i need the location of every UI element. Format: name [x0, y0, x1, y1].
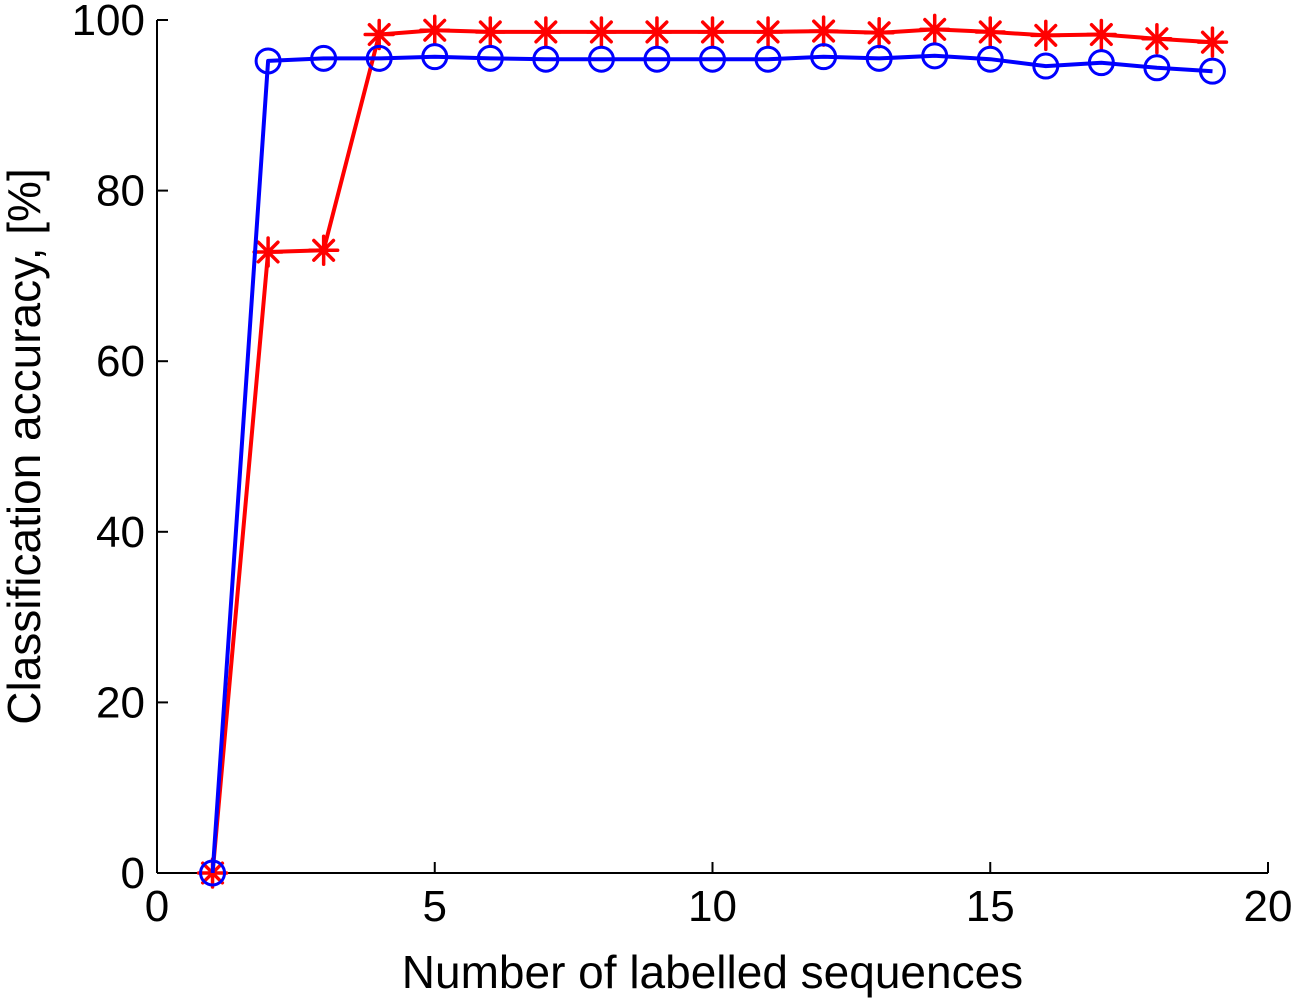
y-tick-label: 80 — [96, 167, 145, 216]
data-point — [754, 45, 782, 73]
data-point — [643, 45, 671, 73]
data-point — [696, 16, 729, 48]
data-point — [1085, 18, 1118, 51]
data-point — [1030, 19, 1062, 52]
data-point — [310, 44, 338, 72]
series-1 — [196, 13, 1229, 889]
y-tick-label: 40 — [96, 508, 145, 557]
data-point — [976, 45, 1004, 73]
data-point — [752, 16, 784, 48]
data-point — [918, 13, 951, 46]
y-axis-label: Classification accuracy, [%] — [0, 168, 50, 724]
data-point — [807, 15, 840, 47]
x-tick-label: 15 — [966, 882, 1015, 931]
data-point — [1198, 57, 1226, 85]
data-point — [1141, 23, 1173, 55]
data-point — [199, 859, 227, 887]
y-tick-label: 60 — [96, 337, 145, 386]
data-point — [1032, 52, 1060, 80]
data-point — [476, 44, 504, 72]
data-point — [365, 44, 393, 72]
data-point — [641, 16, 673, 48]
x-tick-label: 10 — [688, 882, 737, 931]
data-point — [810, 43, 838, 71]
data-point — [254, 47, 282, 75]
data-point — [585, 16, 618, 48]
data-point — [863, 17, 895, 49]
data-point — [419, 14, 451, 46]
data-point — [921, 42, 949, 70]
x-tick-label: 0 — [145, 882, 169, 931]
data-point — [530, 16, 562, 48]
data-point — [865, 44, 893, 72]
y-tick-label: 20 — [96, 678, 145, 727]
axes — [156, 19, 1269, 874]
y-tick-label: 0 — [121, 849, 145, 898]
data-point — [1196, 26, 1229, 58]
series-2 — [199, 42, 1226, 887]
y-tick-label: 100 — [72, 0, 145, 45]
data-point — [252, 236, 284, 268]
tick-labels: 0 5 10 15 20 0 20 40 60 80 100 — [72, 0, 1293, 931]
data-point — [307, 234, 340, 267]
x-tick-label: 20 — [1244, 882, 1293, 931]
data-point — [699, 45, 726, 73]
plot-series — [196, 13, 1229, 889]
data-point — [363, 18, 395, 51]
data-point — [587, 45, 615, 73]
data-point — [196, 857, 229, 889]
x-tick-label: 5 — [423, 882, 447, 931]
data-point — [474, 16, 507, 48]
x-axis-label: Number of labelled sequences — [402, 946, 1023, 998]
data-point — [974, 16, 1006, 48]
data-point — [1143, 54, 1171, 82]
data-point — [1087, 49, 1115, 77]
data-point — [421, 43, 449, 71]
data-point — [532, 45, 560, 73]
series-line — [210, 27, 1213, 874]
series-line — [210, 53, 1213, 874]
